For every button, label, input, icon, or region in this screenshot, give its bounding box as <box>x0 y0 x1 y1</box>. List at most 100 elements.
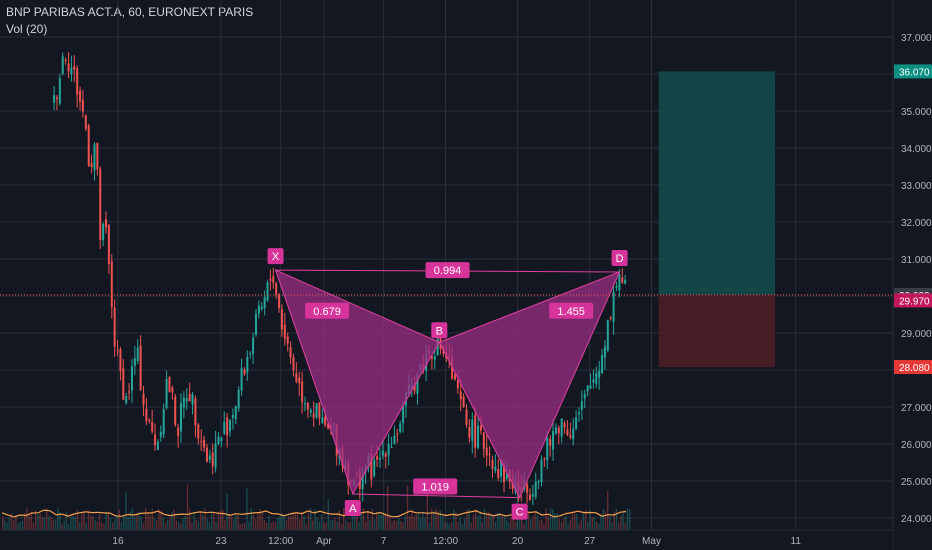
volume-bar <box>123 516 125 530</box>
pattern-ratio-label-text: 1.455 <box>557 306 585 318</box>
candle-body <box>327 423 330 429</box>
candle-body <box>234 406 237 420</box>
volume-bar <box>57 508 59 530</box>
volume-bar <box>398 518 400 530</box>
volume-bar <box>134 516 136 530</box>
candle-body <box>90 163 93 167</box>
volume-bar <box>626 508 629 530</box>
volume-bar <box>312 520 314 530</box>
volume-bar <box>301 512 303 530</box>
volume-bar <box>193 512 195 530</box>
volume-bar <box>530 519 532 530</box>
volume-bar <box>109 518 112 530</box>
pattern-ratio-label-text: 1.019 <box>421 482 449 494</box>
time-tick-label: 12:00 <box>268 536 293 547</box>
pattern-ratio-label-text: 0.679 <box>313 306 341 318</box>
pattern-point-b[interactable]: B <box>431 322 448 339</box>
volume-bar <box>464 518 466 530</box>
pattern-point-d[interactable]: D <box>611 249 628 266</box>
volume-bar <box>200 511 202 530</box>
volume-bar <box>277 517 279 530</box>
pattern-triangle-xab[interactable] <box>274 269 441 496</box>
candle-body <box>133 358 136 366</box>
candle-body <box>208 455 211 460</box>
volume-bar <box>147 513 149 530</box>
pattern-ratio-label[interactable]: 1.455 <box>549 302 594 319</box>
volume-bar <box>211 512 213 530</box>
volume-bar <box>116 516 118 530</box>
volume-bar <box>85 522 87 530</box>
pattern-ratio-label[interactable]: 0.679 <box>305 302 350 319</box>
candle-body <box>393 435 396 444</box>
price-badge[interactable] <box>894 64 932 79</box>
volume-bar <box>138 511 140 530</box>
pattern-point-c[interactable]: C <box>511 503 528 520</box>
volume-bar <box>213 514 215 530</box>
candle-body <box>61 56 64 74</box>
price-badge-text: 36.070 <box>899 67 930 78</box>
volume-bar <box>334 517 336 530</box>
candle-body <box>93 144 96 171</box>
volume-bar <box>4 520 6 530</box>
pattern-ratio-label-bg <box>305 302 350 319</box>
volume-bar <box>65 512 68 530</box>
volume-bar <box>131 508 134 530</box>
pattern-point-a[interactable]: A <box>344 499 361 516</box>
candle-body <box>378 458 381 460</box>
volume-bar <box>151 508 153 530</box>
candle-body <box>324 416 327 426</box>
volume-bar <box>503 514 505 530</box>
target-zone[interactable] <box>658 71 776 295</box>
volume-bar <box>442 516 444 530</box>
volume-bar <box>54 519 57 530</box>
candle-body <box>142 393 145 405</box>
volume-bar <box>98 514 101 530</box>
pattern-point-x[interactable]: X <box>267 248 284 265</box>
pattern-ratio-label[interactable]: 0.994 <box>425 262 470 279</box>
pattern-triangle-bcd[interactable] <box>438 271 621 499</box>
volume-bar <box>222 509 224 530</box>
candle-body <box>384 453 387 457</box>
pattern-point-x-text: X <box>272 251 280 263</box>
volume-bar <box>19 522 21 530</box>
volume-bar <box>250 508 252 530</box>
volume-bar <box>48 516 50 530</box>
volume-bar <box>46 508 48 530</box>
candle-body <box>301 381 304 403</box>
pattern-point-b-bg <box>431 322 448 339</box>
candle-body <box>226 417 229 436</box>
candle-body <box>211 452 214 467</box>
candle-body <box>572 428 575 440</box>
volume-bar <box>492 514 494 530</box>
candle-body <box>312 413 315 418</box>
price-tick-label: 24.000 <box>901 514 932 525</box>
pattern-ratio-label[interactable]: 1.019 <box>413 478 458 495</box>
volume-bar <box>576 513 578 530</box>
volume-bar <box>261 513 263 530</box>
candle-body <box>537 481 540 483</box>
candle-body <box>249 352 252 355</box>
candle-body <box>145 408 148 421</box>
candle-body <box>110 261 113 308</box>
volume-ma-line <box>1 509 627 518</box>
candle-body <box>84 115 87 129</box>
volume-bar <box>613 511 615 530</box>
candle-body <box>156 441 159 450</box>
volume-bar <box>589 510 591 530</box>
price-badge[interactable] <box>894 293 932 308</box>
stop-zone[interactable] <box>658 294 776 368</box>
volume-bar <box>327 498 329 530</box>
volume-bar <box>428 522 431 530</box>
candle-body <box>494 466 497 472</box>
symbol-title[interactable]: BNP PARIBAS ACT.A, 60, EURONEXT PARIS <box>6 5 254 19</box>
volume-bar <box>120 522 123 530</box>
candle-body <box>413 385 416 392</box>
candle-body <box>396 433 399 435</box>
price-badge[interactable] <box>894 360 932 375</box>
volume-bar <box>384 513 387 530</box>
candle-body <box>577 412 580 415</box>
time-tick-label: 7 <box>381 536 387 547</box>
volume-indicator-label[interactable]: Vol (20) <box>6 22 48 36</box>
pattern-line-ac[interactable] <box>352 493 520 499</box>
